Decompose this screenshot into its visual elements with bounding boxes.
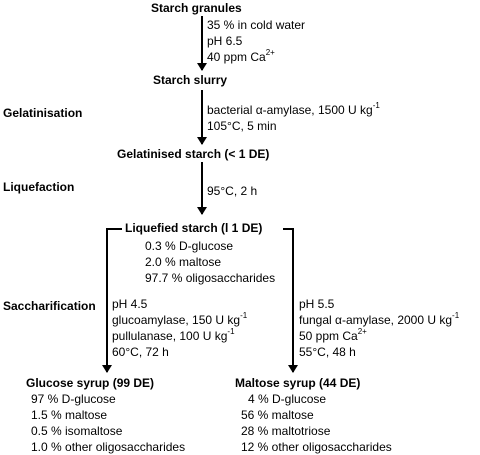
stage-saccharification: Saccharification	[3, 299, 96, 313]
stage-liquefaction: Liquefaction	[3, 180, 75, 194]
arrow-liquefied-to-glucose	[102, 228, 122, 373]
glucose-composition-item: 1.5 % maltose	[31, 408, 108, 422]
glucose-composition-item: 97 % D-glucose	[31, 392, 116, 406]
maltose-branch-condition-2: fungal α-amylase, 2000 U kg-1	[299, 311, 460, 328]
slurry-condition-1: 35 % in cold water	[207, 18, 306, 32]
gelatinisation-condition-2: 105°C, 5 min	[207, 119, 277, 133]
maltose-composition-item: 56 % maltose	[241, 408, 314, 422]
liquefied-composition-1: 0.3 % D-glucose	[145, 239, 234, 253]
node-starch-granules: Starch granules	[151, 1, 242, 15]
maltose-branch-condition-1: pH 5.5	[299, 297, 335, 311]
node-liquefied-starch: Liquefied starch (l 1 DE)	[125, 221, 263, 235]
glucose-branch-condition-1: pH 4.5	[112, 297, 148, 311]
stage-gelatinisation: Gelatinisation	[3, 106, 83, 120]
glucose-composition-item: 1.0 % other oligosaccharides	[31, 440, 186, 454]
maltose-branch-condition-3: 50 ppm Ca2+	[299, 327, 367, 344]
glucose-branch-condition-2: glucoamylase, 150 U kg-1	[112, 311, 248, 328]
maltose-composition-item: 28 % maltotriose	[241, 424, 331, 438]
maltose-composition-item: 12 % other oligosaccharides	[241, 440, 392, 454]
node-starch-slurry: Starch slurry	[153, 73, 228, 87]
slurry-condition-2: pH 6.5	[207, 34, 243, 48]
node-glucose-syrup: Glucose syrup (99 DE)	[26, 376, 155, 390]
liquefied-composition-2: 2.0 % maltose	[145, 255, 222, 269]
gelatinisation-condition-1: bacterial α-amylase, 1500 U kg-1	[207, 101, 380, 118]
arrow-liquefied-to-maltose	[283, 228, 298, 373]
maltose-composition-item: 4 % D-glucose	[248, 392, 327, 406]
slurry-condition-3: 40 ppm Ca2+	[207, 48, 275, 65]
node-gelatinised-starch: Gelatinised starch (< 1 DE)	[117, 147, 270, 161]
node-maltose-syrup: Maltose syrup (44 DE)	[235, 376, 361, 390]
liquefaction-condition-1: 95°C, 2 h	[207, 184, 258, 198]
liquefied-composition-3: 97.7 % oligosaccharides	[145, 271, 276, 285]
glucose-branch-condition-3: pullulanase, 100 U kg-1	[112, 327, 235, 344]
glucose-branch-condition-4: 60°C, 72 h	[112, 345, 169, 359]
maltose-branch-condition-4: 55°C, 48 h	[299, 345, 356, 359]
glucose-composition-item: 0.5 % isomaltose	[31, 424, 123, 438]
